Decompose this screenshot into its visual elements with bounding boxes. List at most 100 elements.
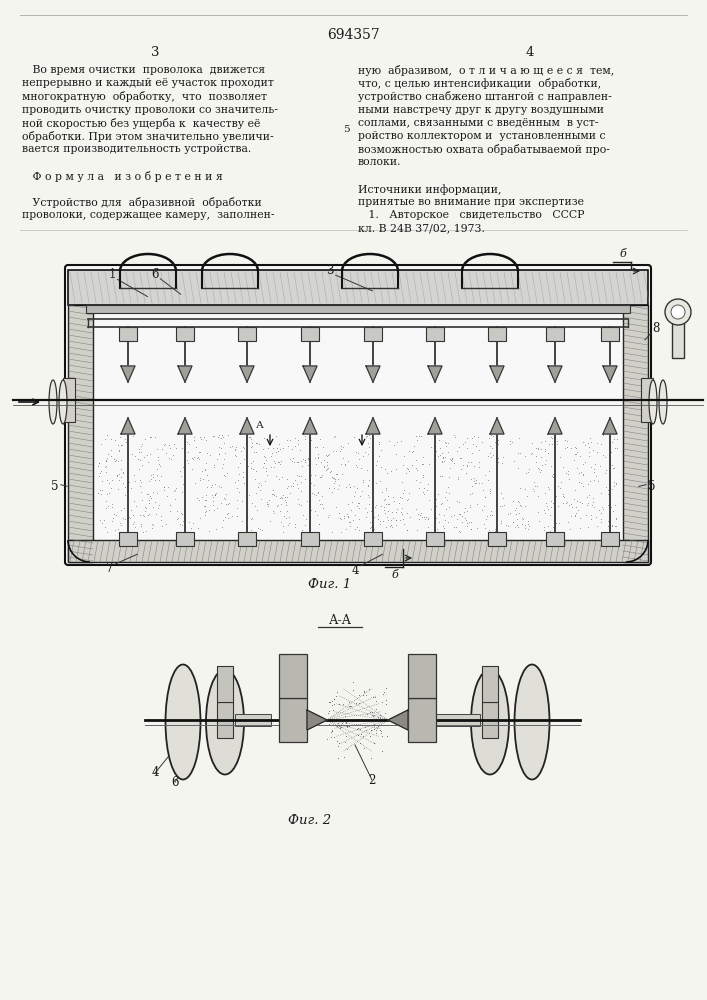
- Bar: [408, 654, 436, 698]
- Point: [159, 436, 170, 452]
- Point: [339, 456, 351, 472]
- Point: [332, 684, 343, 700]
- Point: [391, 501, 402, 517]
- Point: [610, 475, 621, 491]
- Point: [283, 478, 294, 494]
- Point: [448, 519, 460, 535]
- Point: [94, 455, 105, 471]
- Point: [284, 485, 296, 501]
- Point: [310, 456, 322, 472]
- Point: [436, 468, 448, 484]
- Point: [483, 463, 494, 479]
- Point: [339, 708, 351, 724]
- Point: [218, 456, 229, 472]
- Point: [346, 713, 358, 729]
- Point: [328, 729, 339, 745]
- Point: [462, 454, 474, 470]
- Point: [465, 514, 477, 530]
- Point: [176, 506, 187, 522]
- Point: [235, 443, 246, 459]
- Point: [144, 492, 155, 508]
- Bar: [301, 532, 319, 546]
- Point: [563, 471, 574, 487]
- Point: [583, 439, 595, 455]
- Point: [595, 505, 607, 521]
- Bar: [63, 378, 75, 422]
- Point: [351, 457, 362, 473]
- Point: [243, 487, 255, 503]
- Point: [226, 508, 238, 524]
- Point: [135, 516, 146, 532]
- Point: [262, 440, 274, 456]
- Point: [332, 471, 344, 487]
- Point: [115, 517, 127, 533]
- Point: [247, 461, 259, 477]
- Point: [269, 487, 280, 503]
- Bar: [68, 270, 648, 305]
- Point: [363, 477, 374, 493]
- Point: [547, 468, 558, 484]
- Point: [153, 449, 164, 465]
- Point: [140, 523, 151, 539]
- Point: [135, 478, 146, 494]
- Point: [431, 510, 442, 526]
- Point: [223, 496, 234, 512]
- Point: [451, 443, 462, 459]
- Point: [517, 516, 528, 532]
- Point: [455, 506, 466, 522]
- Point: [177, 513, 189, 529]
- Point: [459, 504, 470, 520]
- Point: [305, 432, 316, 448]
- Point: [370, 497, 382, 513]
- Point: [296, 497, 307, 513]
- Point: [309, 439, 320, 455]
- Point: [547, 430, 558, 446]
- Bar: [301, 327, 319, 341]
- Point: [327, 443, 338, 459]
- Point: [332, 750, 344, 766]
- Point: [368, 521, 380, 537]
- Point: [269, 453, 280, 469]
- Point: [520, 520, 531, 536]
- Point: [390, 446, 401, 462]
- Point: [238, 439, 249, 455]
- Point: [127, 516, 139, 532]
- Point: [442, 514, 453, 530]
- Point: [429, 514, 440, 530]
- Point: [387, 519, 398, 535]
- Point: [513, 460, 524, 476]
- Point: [579, 454, 590, 470]
- Point: [609, 440, 621, 456]
- Point: [299, 428, 310, 444]
- Point: [380, 480, 392, 496]
- Point: [303, 451, 315, 467]
- Point: [105, 442, 117, 458]
- Point: [293, 496, 304, 512]
- Point: [512, 519, 523, 535]
- Point: [502, 518, 513, 534]
- Point: [281, 432, 293, 448]
- Point: [402, 522, 413, 538]
- Point: [259, 449, 271, 465]
- Point: [490, 443, 501, 459]
- Bar: [482, 702, 498, 738]
- Point: [255, 521, 266, 537]
- Point: [101, 472, 112, 488]
- Point: [284, 509, 295, 525]
- Point: [321, 448, 332, 464]
- Point: [139, 499, 151, 515]
- Point: [93, 458, 104, 474]
- Point: [443, 444, 454, 460]
- Point: [590, 456, 601, 472]
- Point: [293, 480, 304, 496]
- Point: [233, 459, 244, 475]
- Point: [545, 458, 556, 474]
- Point: [329, 696, 340, 712]
- Point: [216, 430, 227, 446]
- Bar: [119, 327, 137, 341]
- Point: [595, 436, 607, 452]
- Point: [181, 452, 192, 468]
- Point: [368, 707, 380, 723]
- Point: [528, 474, 539, 490]
- Point: [452, 471, 464, 487]
